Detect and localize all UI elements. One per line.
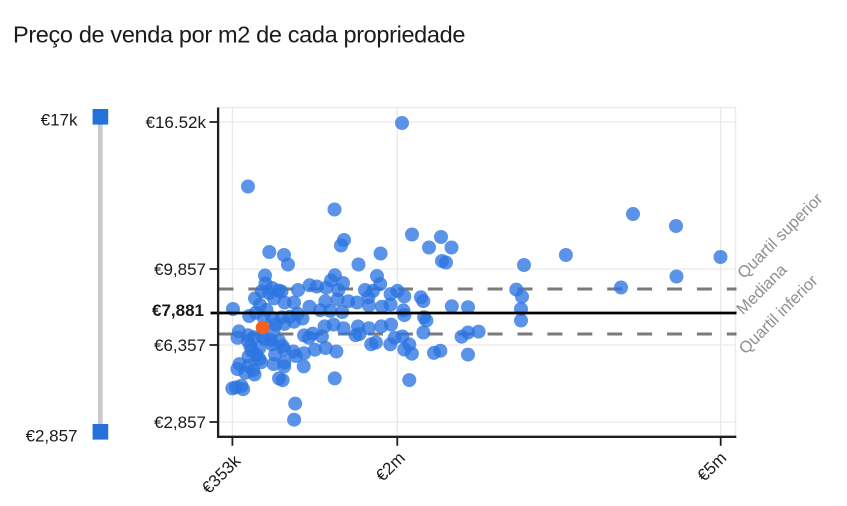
svg-text:€2,857: €2,857 <box>154 413 206 432</box>
svg-text:€17k: €17k <box>41 111 78 130</box>
svg-text:€16.52k: €16.52k <box>146 113 207 132</box>
svg-text:€7,881: €7,881 <box>152 301 204 320</box>
svg-text:Preço de venda por m2 de cada: Preço de venda por m2 de cada propriedad… <box>13 22 465 48</box>
svg-text:€9,857: €9,857 <box>154 260 206 279</box>
svg-text:€6,357: €6,357 <box>154 336 206 355</box>
svg-text:€2,857: €2,857 <box>26 427 78 446</box>
